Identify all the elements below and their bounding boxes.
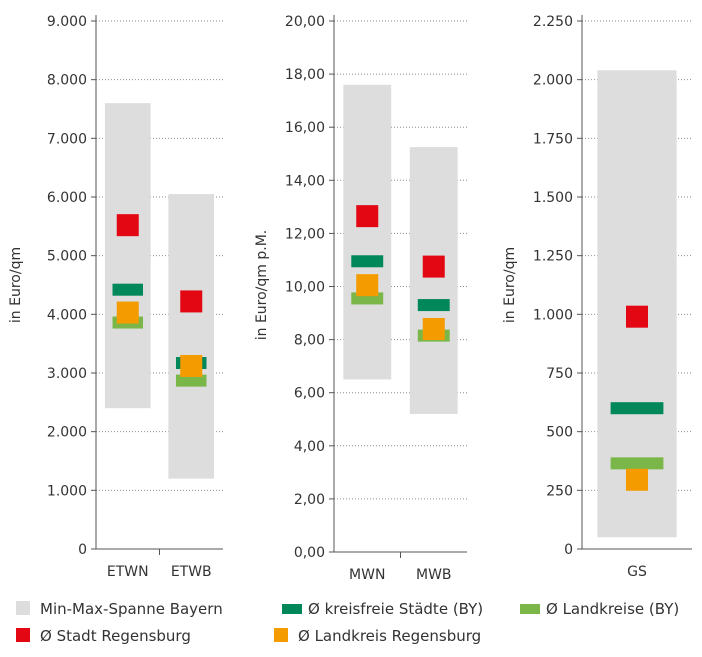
y-tick-label: 12,00 bbox=[285, 226, 325, 242]
y-tick-label: 2,00 bbox=[294, 492, 325, 508]
y-tick-label: 1.750 bbox=[533, 131, 573, 147]
stadt-regensburg-marker bbox=[626, 305, 648, 328]
y-tick-label: 18,00 bbox=[285, 67, 325, 83]
y-tick-label: 2.000 bbox=[533, 73, 573, 89]
landkreis-regensburg-marker bbox=[116, 301, 139, 324]
category-label: GS bbox=[627, 564, 647, 580]
range-bar bbox=[409, 147, 458, 414]
kreisfreie-staedte-marker bbox=[610, 402, 664, 415]
legend-label: Ø Stadt Regensburg bbox=[40, 627, 191, 645]
y-axis-label: in Euro/qm bbox=[502, 247, 518, 323]
y-tick-label: 2.250 bbox=[533, 14, 573, 30]
y-tick-label: 6.000 bbox=[47, 190, 87, 206]
y-tick-label: 0,00 bbox=[294, 545, 325, 561]
kreisfreie-staedte-marker bbox=[112, 283, 143, 296]
range-bar bbox=[168, 194, 215, 479]
category-label: MWN bbox=[349, 567, 385, 583]
legend-label: Min-Max-Spanne Bayern bbox=[40, 600, 223, 618]
y-tick-label: 1.500 bbox=[533, 190, 573, 206]
legend-swatch bbox=[16, 601, 30, 615]
y-tick-label: 1.250 bbox=[533, 249, 573, 265]
landkreis-regensburg-marker bbox=[180, 354, 203, 377]
landkreise-marker bbox=[176, 374, 207, 387]
legend-label: Ø Landkreise (BY) bbox=[546, 600, 679, 618]
landkreis-regensburg-marker bbox=[626, 468, 648, 491]
stadt-regensburg-marker bbox=[116, 214, 139, 237]
y-tick-label: 5.000 bbox=[47, 249, 87, 265]
category-label: MWB bbox=[416, 567, 452, 583]
y-tick-label: 1.000 bbox=[47, 483, 87, 499]
y-tick-label: 20,00 bbox=[285, 14, 325, 30]
legend-label: Ø kreisfreie Städte (BY) bbox=[308, 600, 483, 618]
landkreis-regensburg-marker bbox=[356, 274, 379, 297]
y-tick-label: 1.000 bbox=[533, 307, 573, 323]
category-label: ETWN bbox=[107, 564, 149, 580]
y-tick-label: 0 bbox=[564, 542, 573, 558]
range-bar bbox=[104, 103, 151, 409]
y-tick-label: 8,00 bbox=[294, 333, 325, 349]
landkreis-regensburg-marker bbox=[422, 317, 445, 340]
y-tick-label: 2.000 bbox=[47, 425, 87, 441]
stadt-regensburg-marker bbox=[356, 205, 379, 228]
y-tick-label: 7.000 bbox=[47, 131, 87, 147]
category-label: ETWB bbox=[171, 564, 212, 580]
y-tick-label: 4.000 bbox=[47, 307, 87, 323]
y-tick-label: 6,00 bbox=[294, 386, 325, 402]
y-tick-label: 3.000 bbox=[47, 366, 87, 382]
y-tick-label: 250 bbox=[546, 483, 573, 499]
y-tick-label: 500 bbox=[546, 425, 573, 441]
y-tick-label: 10,00 bbox=[285, 280, 325, 296]
legend-swatch bbox=[282, 604, 302, 614]
legend-swatch bbox=[16, 628, 30, 642]
landkreise-marker bbox=[610, 457, 664, 470]
y-tick-label: 16,00 bbox=[285, 120, 325, 136]
y-axis-label: in Euro/qm bbox=[8, 247, 24, 323]
legend-swatch bbox=[520, 604, 540, 614]
kreisfreie-staedte-marker bbox=[351, 255, 384, 268]
kreisfreie-staedte-marker bbox=[417, 299, 450, 312]
legend-label: Ø Landkreis Regensburg bbox=[298, 627, 481, 645]
y-tick-label: 4,00 bbox=[294, 439, 325, 455]
range-bar bbox=[343, 84, 392, 380]
y-tick-label: 0 bbox=[78, 542, 87, 558]
y-tick-label: 8.000 bbox=[47, 73, 87, 89]
y-tick-label: 750 bbox=[546, 366, 573, 382]
legend-swatch bbox=[274, 628, 288, 642]
stadt-regensburg-marker bbox=[180, 290, 203, 313]
stadt-regensburg-marker bbox=[422, 255, 445, 278]
y-axis-label: in Euro/qm p.M. bbox=[254, 230, 270, 341]
y-tick-label: 14,00 bbox=[285, 173, 325, 189]
y-tick-label: 9.000 bbox=[47, 14, 87, 30]
